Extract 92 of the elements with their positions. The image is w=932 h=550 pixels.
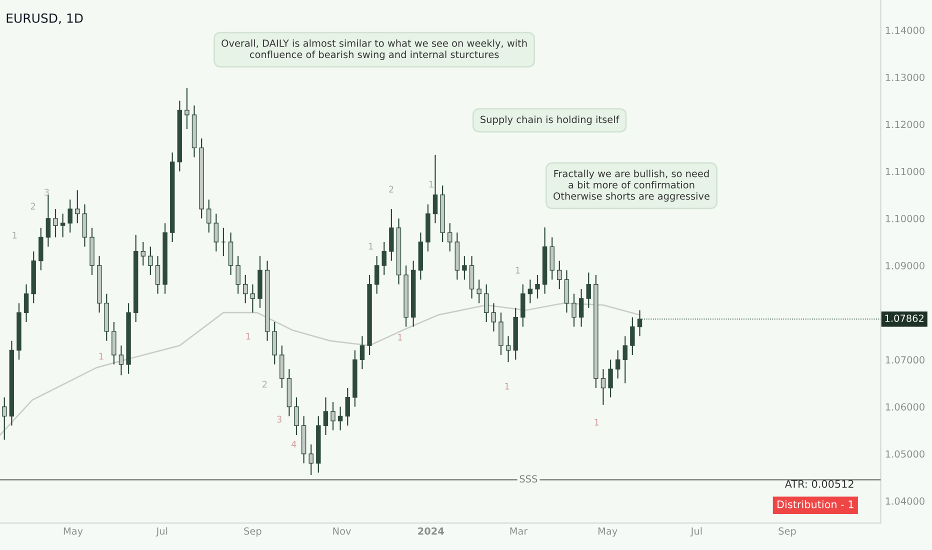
ref-line-label: SSS [520,475,538,483]
candlestick [82,204,88,248]
annotation: Overall, DAILY is almost similar to what we see on weekly, with confluence of bearish swing and internal sturctures [222,39,527,60]
x-tick-label: 2024 [418,527,444,535]
annotation: 1.07862 [885,314,924,322]
annotation: 1 [398,334,402,340]
candlestick [462,256,467,280]
y-tick-label: 1.11000 [886,168,924,176]
x-tick-label: Jul [690,527,702,537]
candlestick [155,256,160,294]
annotation: 1 [429,180,434,188]
candlestick [586,272,591,308]
candlestick [323,396,328,436]
candlestick [615,350,620,380]
x-tick-label: Mar [510,528,528,535]
y-tick-label: 1.07000 [886,356,924,364]
y-tick-label: 1.06000 [886,403,924,411]
annotation: 1 [246,332,250,340]
candlestick [243,274,248,304]
candlestick [535,274,540,300]
x-tick-label: May [64,528,83,537]
x-tick-label: Sep [778,527,796,537]
candlestick [75,190,80,224]
x-tick-label: Jul [156,527,168,537]
candlestick [112,321,116,365]
candlestick [184,87,190,130]
annotation: 1 [505,382,510,390]
candlestick [360,336,365,370]
y-tick-label: 1.10000 [886,214,924,222]
candlestick [520,284,526,328]
candlestick [498,312,504,356]
candlestick [308,444,314,476]
candlestick [294,396,299,436]
candlestick [622,336,628,384]
candlestick [206,199,212,234]
candlestick [53,208,58,238]
candlestick [506,336,511,363]
x-tick-label: Sep [244,527,262,537]
candlestick [557,260,562,290]
x-tick-label: May [598,528,618,537]
y-tick-label: 1.04000 [886,497,924,505]
candlestick [38,227,44,271]
annotation: 2 [389,186,394,192]
candlestick [148,246,153,276]
annotation: 1 [99,352,104,360]
annotation: 4 [291,440,296,448]
annotation: Distribution - 1 [778,500,854,508]
annotation: 1 [368,242,373,250]
candlestick [382,241,386,276]
annotation: ATR: 0.00512 [784,480,854,488]
candlestick [550,236,554,280]
candlestick [330,402,336,431]
annotation: 2 [30,202,36,210]
candlestick [630,316,635,356]
candlestick [469,256,474,300]
candlestick [228,232,234,276]
annotation: Supply chain is holding itself [480,116,620,126]
candlestick [432,154,438,224]
candlestick [60,213,66,238]
candlestick [68,199,72,234]
candlestick [214,213,219,252]
candlestick [608,359,613,398]
annotation: 2 [262,380,267,388]
candlestick [476,279,482,304]
annotation: 3 [277,416,282,423]
annotation: 1 [594,418,599,426]
candlestick [374,256,380,294]
candlestick [345,387,350,426]
candlestick [448,222,452,252]
candlestick [140,241,146,266]
candlestick [578,288,584,328]
y-tick-label: 1.09000 [886,262,924,270]
annotation: Fractally we are bullish, so need a bit more of confirmation Otherwise shorts are aggressive [554,170,710,202]
candlestick [272,321,277,365]
candlestick [24,284,29,323]
candlestick [338,406,343,431]
annotation: 1 [516,266,520,274]
y-tick-label: 1.13000 [886,74,924,82]
candlestick [46,194,51,248]
candlestick [118,345,124,376]
x-tick-label: Nov [333,528,351,535]
y-tick-label: 1.12000 [886,120,924,128]
annotation: 1 [12,232,17,238]
candlestick [389,208,394,262]
candlestick [236,256,240,294]
y-tick-label: 1.05000 [886,450,924,458]
candlestick [280,345,284,388]
annotation: 3 [44,188,49,196]
candlestick [600,368,606,406]
candlestick [528,279,533,304]
y-tick-label: 1.14000 [886,26,924,34]
text: EURUSD, 1D [6,13,83,24]
